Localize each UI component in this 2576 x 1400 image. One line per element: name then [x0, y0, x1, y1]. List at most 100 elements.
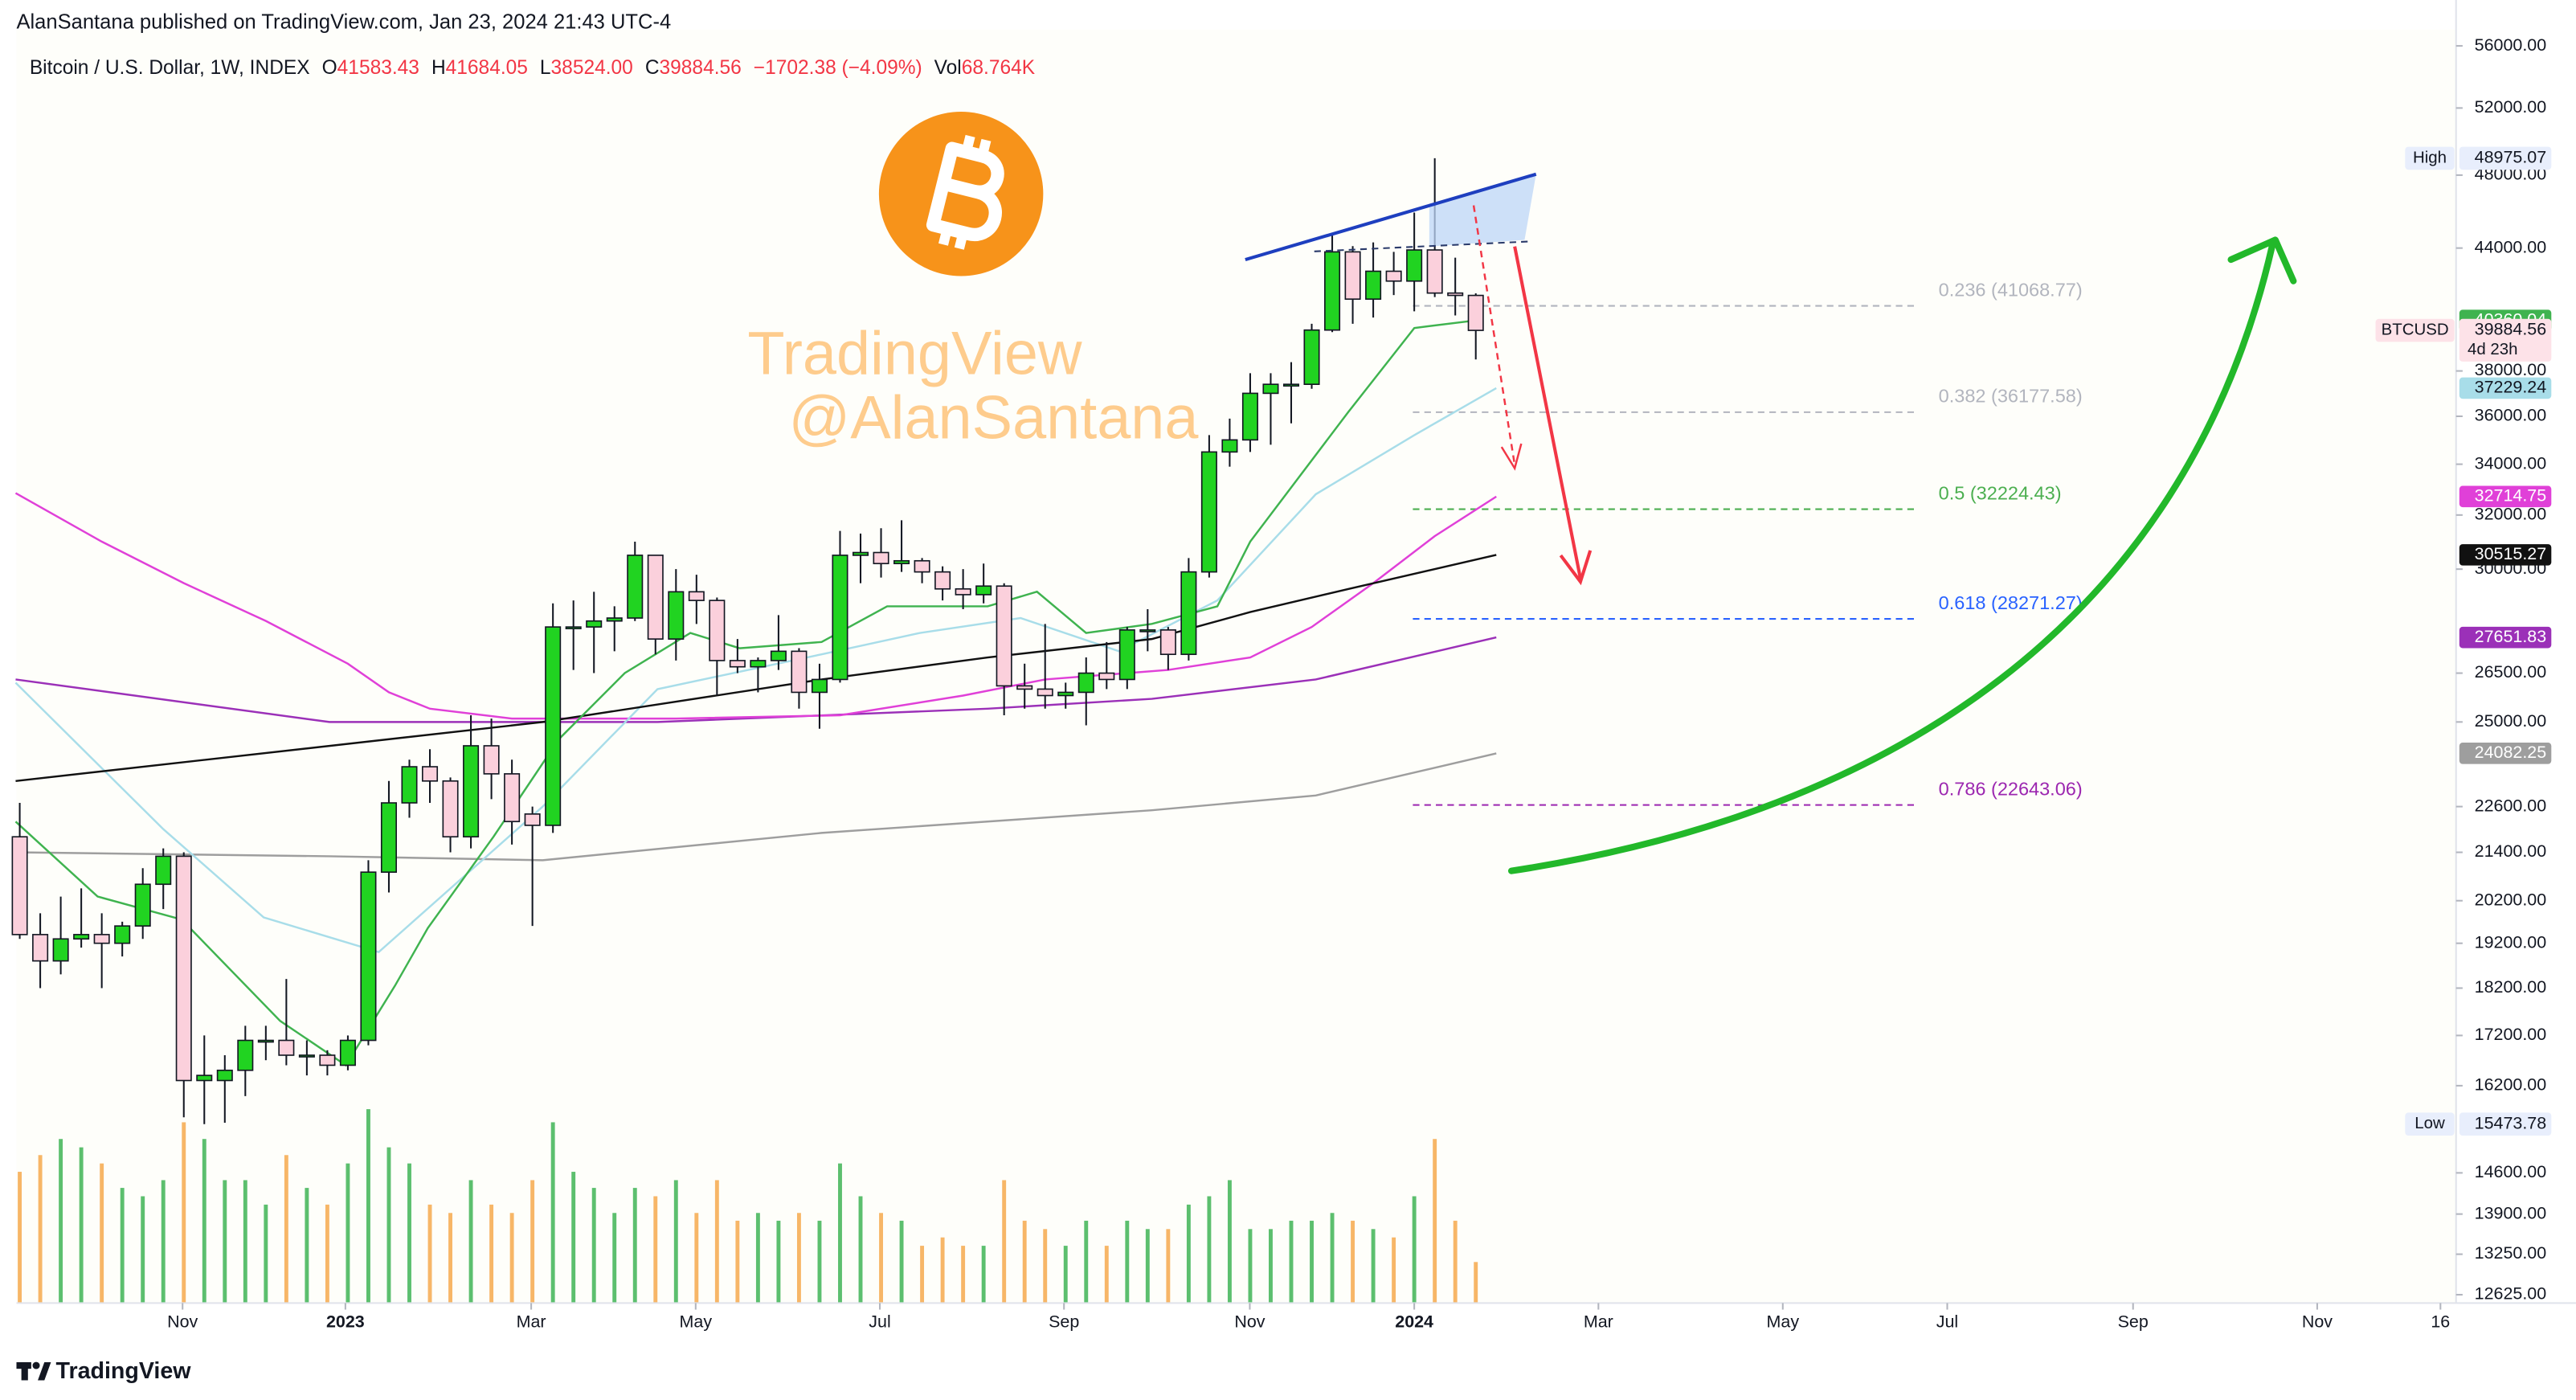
candle-body	[1426, 249, 1443, 294]
volume-bar	[1084, 1220, 1089, 1304]
line-tag-bg	[2459, 377, 2552, 399]
volume-bar	[981, 1246, 986, 1304]
volume-bar	[1269, 1229, 1273, 1304]
volume-bar	[1453, 1220, 1458, 1304]
volume-bar	[1371, 1229, 1376, 1304]
candle-body	[1221, 439, 1238, 453]
volume-bar	[1002, 1180, 1007, 1304]
volume-bar	[817, 1220, 822, 1304]
red-dashed-arrow	[1472, 205, 1516, 465]
candle-body	[134, 883, 151, 927]
candle-body	[811, 678, 828, 694]
volume-bar	[571, 1172, 576, 1304]
volume-bar	[735, 1220, 740, 1304]
y-tick-label: 25000.00	[2475, 711, 2547, 731]
fib-label: 0.382 (36177.58)	[1939, 386, 2083, 407]
x-tick-label: Mar	[1584, 1312, 1613, 1332]
legend-key: Vol	[934, 57, 962, 79]
candle-body	[11, 836, 28, 935]
logo-part	[21, 1361, 28, 1381]
indicator-line	[15, 554, 1497, 783]
volume-bar	[940, 1237, 945, 1304]
candle-body	[1406, 249, 1423, 282]
candle-body	[524, 813, 541, 826]
logo-part	[32, 1361, 40, 1369]
x-tick-label: May	[680, 1312, 713, 1332]
countdown: 4d 23h	[2468, 340, 2518, 358]
wedge-fill	[1429, 174, 1536, 247]
glyph-ticks	[938, 134, 992, 250]
candle-body	[1467, 294, 1484, 331]
volume-bar	[59, 1139, 63, 1304]
candle-body	[1262, 383, 1279, 395]
candle-body	[729, 660, 746, 668]
candle-body	[750, 660, 767, 668]
candle-body	[380, 802, 397, 874]
extreme-value: 15473.78	[2475, 1113, 2546, 1132]
candle-body	[155, 855, 172, 886]
volume-bar	[673, 1180, 678, 1304]
y-tick-label: 44000.00	[2475, 237, 2547, 256]
last-price-bg	[2459, 318, 2552, 362]
line-tag-bg	[2459, 743, 2552, 764]
volume-bar	[264, 1204, 268, 1304]
candle-body	[175, 855, 192, 1082]
candle-body	[360, 871, 377, 1042]
candle-body	[93, 934, 110, 944]
candle-body	[196, 1075, 213, 1082]
extreme-value-bg	[2459, 1112, 2552, 1136]
legend-key: L	[540, 57, 551, 79]
volume-bar	[1125, 1220, 1130, 1304]
candle-body	[1447, 292, 1464, 297]
candle-body	[298, 1054, 315, 1058]
legend-key: O	[322, 57, 337, 79]
volume-bar	[509, 1213, 514, 1304]
volume-bar	[1022, 1220, 1027, 1304]
volume-bar	[284, 1155, 288, 1304]
y-tick-label: 32000.00	[2475, 505, 2547, 524]
candle-body	[545, 626, 562, 826]
x-tick-label: Nov	[167, 1312, 198, 1332]
marks-layer: 0.236 (41068.77) 0.382 (36177.58) 0.5 (322…	[11, 158, 2083, 1304]
legend-value: 41583.43	[337, 57, 419, 79]
indicator-line	[15, 752, 1497, 862]
header: AlanSantana published on TradingView.com…	[16, 10, 671, 33]
candle-body	[32, 934, 49, 962]
candle-body	[668, 591, 685, 640]
x-tick-label: Mar	[517, 1312, 546, 1332]
legend-value: 41684.05	[446, 57, 528, 79]
candle-body	[996, 585, 1012, 687]
volume-bar	[120, 1188, 125, 1304]
y-tick-label: 26500.00	[2475, 662, 2547, 682]
volume-bar	[1289, 1220, 1294, 1304]
extreme-label-bg	[2405, 1112, 2455, 1136]
candle-body	[770, 650, 787, 661]
volume-bar	[879, 1213, 883, 1304]
volume-bar	[427, 1204, 432, 1304]
volume-bar	[18, 1172, 22, 1304]
volume-bar	[550, 1122, 555, 1304]
annotations: TradingView @AlanSantana	[747, 112, 2297, 874]
candle-body	[463, 745, 480, 838]
volume-bar	[920, 1246, 925, 1304]
fib-label: 0.236 (41068.77)	[1939, 279, 2083, 300]
x-tick-label: Jul	[1936, 1312, 1958, 1332]
candle-body	[606, 617, 623, 622]
volume-bar	[1207, 1196, 1212, 1304]
x-tick-label: Nov	[1234, 1312, 1265, 1332]
candle-body	[1098, 672, 1115, 681]
symbol-tag-bg	[2375, 318, 2455, 342]
volume-bar	[1063, 1246, 1068, 1304]
candle-body	[1118, 629, 1135, 681]
volume-bar	[100, 1163, 104, 1304]
candle-body	[709, 600, 726, 661]
x-tick-label: Sep	[1049, 1312, 1079, 1332]
volume-bar	[182, 1122, 186, 1304]
candle-body	[52, 938, 69, 962]
y-tick-label: 20200.00	[2475, 890, 2547, 909]
candle-body	[237, 1039, 254, 1071]
green-arrow	[1507, 243, 2275, 874]
y-tick-label: 16200.00	[2475, 1075, 2547, 1095]
volume-bar	[1227, 1180, 1232, 1304]
candle-body	[339, 1039, 356, 1066]
